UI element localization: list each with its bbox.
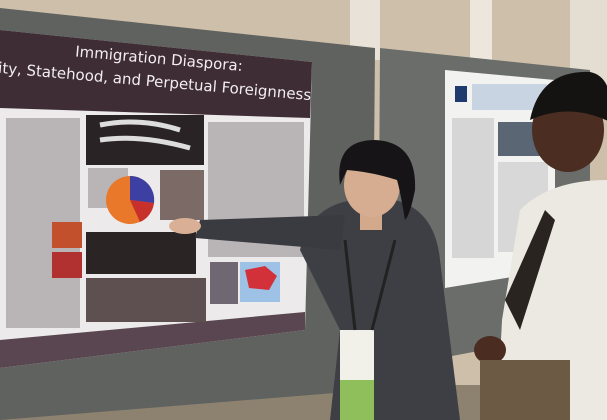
lanyard — [343, 239, 397, 331]
strap — [505, 210, 555, 330]
poster-image — [52, 252, 82, 278]
poster-map — [245, 266, 277, 290]
poster-image — [86, 278, 206, 322]
hand — [474, 336, 506, 364]
poster-pie — [130, 200, 154, 222]
badge — [340, 380, 374, 420]
poster-footer — [0, 312, 305, 368]
visitor — [474, 71, 607, 420]
arm — [195, 215, 345, 250]
poster-image — [52, 222, 82, 248]
presenter — [169, 140, 460, 420]
poster-header — [0, 30, 312, 118]
poster-image — [99, 119, 191, 151]
hand — [169, 218, 201, 234]
hair — [339, 140, 416, 220]
bag — [480, 360, 570, 420]
poster-image — [86, 232, 196, 274]
poster-logo — [455, 86, 467, 102]
hair — [530, 71, 607, 121]
poster-text — [452, 118, 494, 258]
poster-image — [160, 170, 204, 220]
poster-image — [210, 262, 238, 304]
poster-pie — [130, 175, 155, 203]
